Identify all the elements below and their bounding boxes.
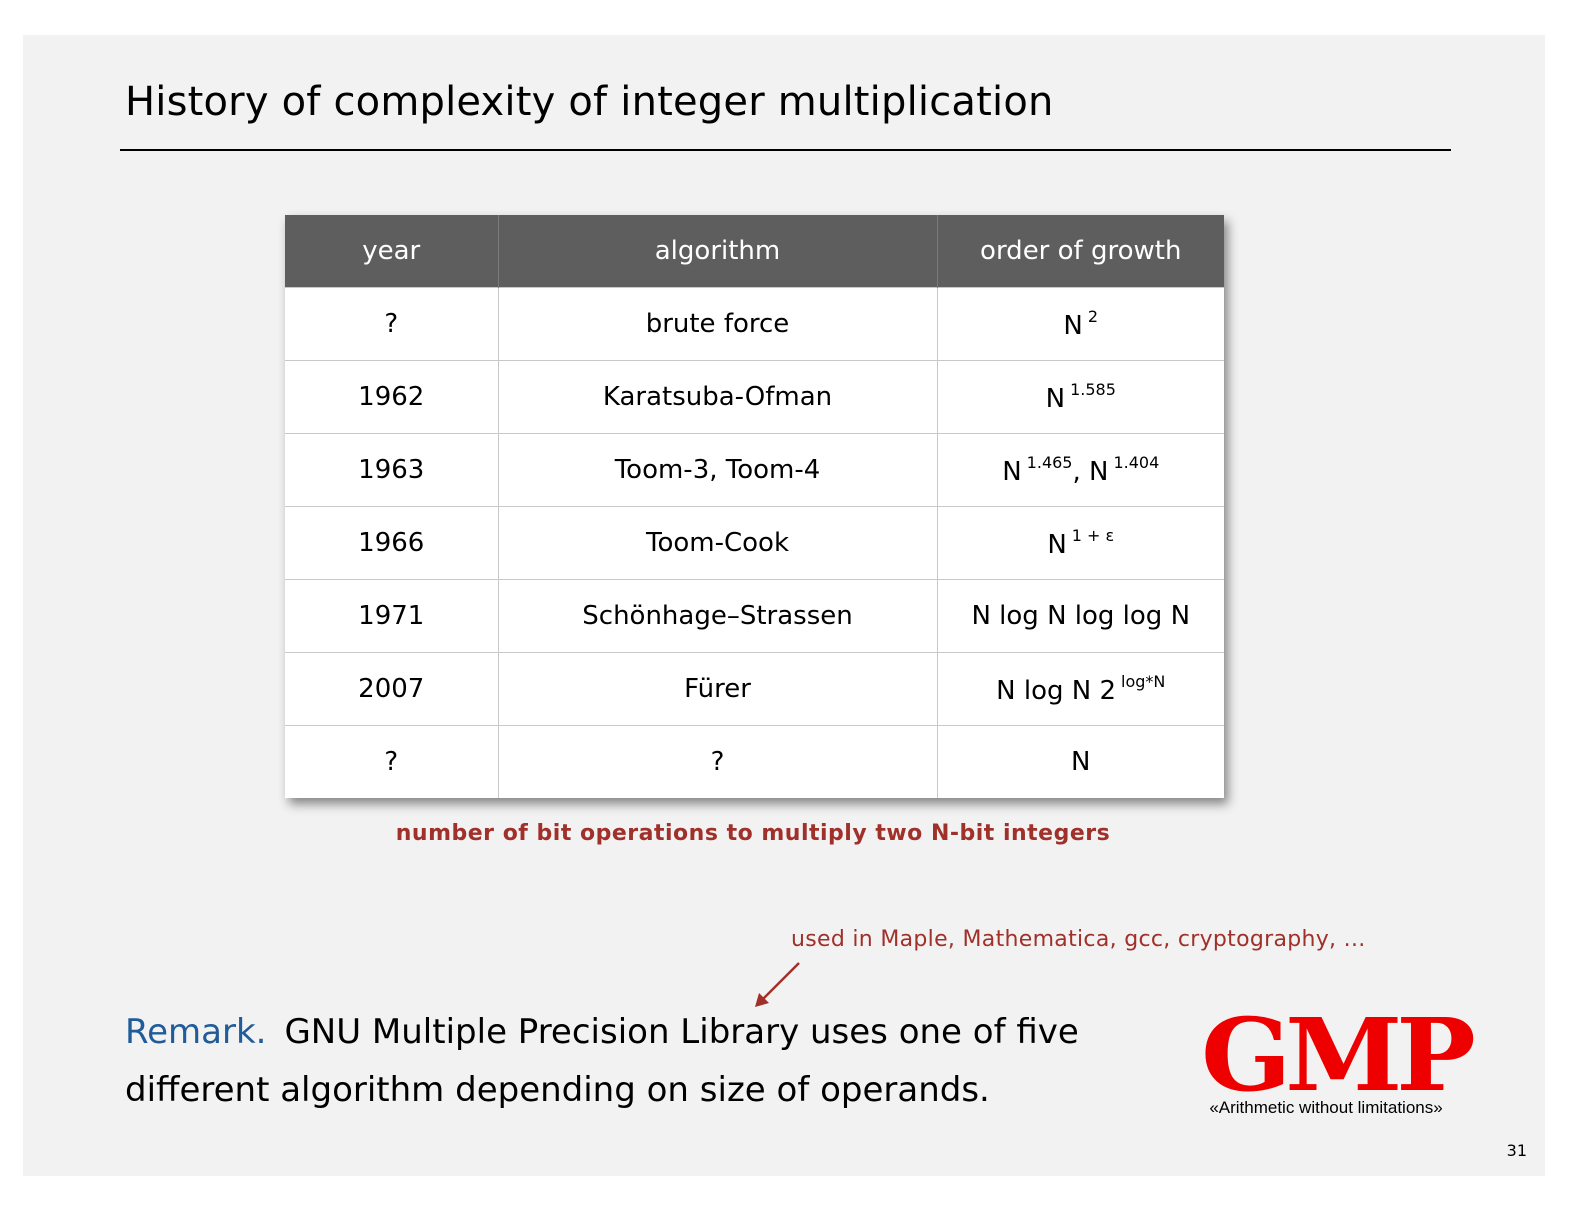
table-row: 1963 Toom-3, Toom-4 N 1.465, N 1.404	[285, 433, 1224, 507]
remark-label: Remark.	[125, 1012, 267, 1052]
growth-base: N log N log log N	[971, 601, 1191, 631]
growth-exponent: 1 + ε	[1071, 526, 1115, 545]
cell-algorithm: ?	[498, 725, 938, 798]
header-order-of-growth: order of growth	[937, 215, 1224, 288]
table-row: ?? N	[285, 725, 1224, 798]
growth-base: N log N 2	[996, 676, 1116, 706]
growth-base: N	[1045, 384, 1066, 414]
cell-order-of-growth: N log N 2 log*N	[937, 652, 1224, 726]
cell-algorithm: brute force	[498, 287, 938, 361]
slide-title: History of complexity of integer multipl…	[125, 79, 1054, 125]
table-row: 1971 Schönhage–Strassen N log N log log N	[285, 579, 1224, 653]
growth-base: , N	[1072, 457, 1109, 487]
gmp-logo-tagline: «Arithmetic without limitations»	[1209, 1098, 1443, 1117]
header-year: year	[285, 215, 499, 288]
cell-algorithm: Toom-Cook	[498, 506, 938, 580]
cell-year: ?	[285, 725, 499, 798]
cell-year: 2007	[285, 652, 499, 726]
growth-exponent: 1.404	[1113, 453, 1160, 472]
growth-exponent: 1.465	[1026, 453, 1073, 472]
cell-order-of-growth: N 1.585	[937, 360, 1224, 434]
growth-exponent: log*N	[1121, 672, 1166, 691]
remark-text: GNU Multiple Precision Library uses one …	[125, 1012, 1079, 1110]
growth-base: N	[1047, 530, 1067, 560]
growth-base: N	[1071, 747, 1091, 777]
table-row: 2007 Fürer N log N 2 log*N	[285, 652, 1224, 726]
usage-note: used in Maple, Mathematica, gcc, cryptog…	[791, 927, 1366, 952]
growth-exponent: 1.585	[1070, 380, 1116, 399]
cell-algorithm: Karatsuba-Ofman	[498, 360, 938, 434]
remark-paragraph: Remark. GNU Multiple Precision Library us…	[125, 1003, 1185, 1119]
table-row: 1966 Toom-Cook N 1 + ε	[285, 506, 1224, 580]
cell-year: 1966	[285, 506, 499, 580]
cell-algorithm: Schönhage–Strassen	[498, 579, 938, 653]
cell-year: 1971	[285, 579, 499, 653]
title-divider	[120, 149, 1451, 151]
cell-algorithm: Toom-3, Toom-4	[498, 433, 938, 507]
cell-year: ?	[285, 287, 499, 361]
cell-order-of-growth: N log N log log N	[937, 579, 1224, 653]
cell-order-of-growth: N 1.465, N 1.404	[937, 433, 1224, 507]
table-caption: number of bit operations to multiply two…	[395, 821, 1111, 846]
table-row: ? brute force N 2	[285, 287, 1224, 361]
growth-base: N	[1002, 457, 1022, 487]
cell-algorithm: Fürer	[498, 652, 938, 726]
gmp-logo: GMP	[1201, 996, 1476, 1114]
complexity-table: year algorithm order of growth ? brute fo…	[285, 215, 1224, 798]
slide: History of complexity of integer multipl…	[23, 35, 1545, 1176]
cell-order-of-growth: N	[937, 725, 1224, 798]
cell-year: 1962	[285, 360, 499, 434]
growth-exponent: 2	[1087, 307, 1099, 326]
page-number: 31	[1506, 1141, 1527, 1160]
table-header-row: year algorithm order of growth	[285, 215, 1224, 288]
growth-base: N	[1063, 311, 1083, 341]
arrow-icon	[755, 962, 800, 1007]
cell-year: 1963	[285, 433, 499, 507]
table-row: 1962 Karatsuba-Ofman N 1.585	[285, 360, 1224, 434]
header-algorithm: algorithm	[498, 215, 938, 288]
